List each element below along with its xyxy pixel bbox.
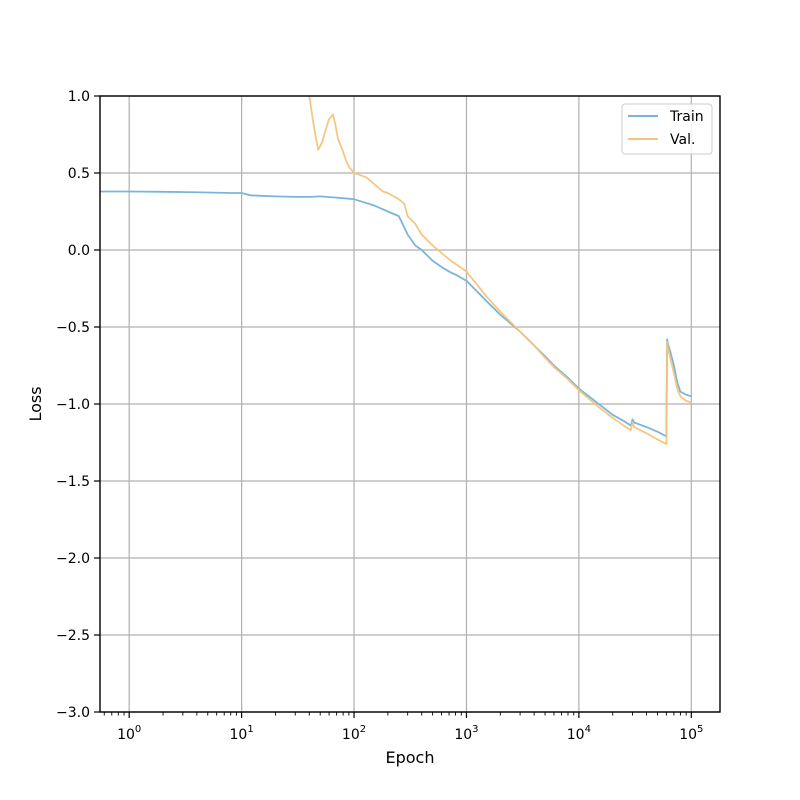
y-tick-label: −3.0	[56, 705, 90, 721]
y-tick-label: −2.0	[56, 551, 90, 567]
x-tick-label: 101	[230, 724, 254, 743]
legend: Train Val.	[621, 103, 713, 155]
ticks: 100 101 102 103 104 105 1.0 0.5 0.0 −0.5 −1.0 −1.5 −…	[56, 89, 703, 743]
y-tick-label: −0.5	[56, 320, 90, 336]
y-axis-title: Loss	[26, 386, 45, 421]
y-tick-label: −1.0	[56, 397, 90, 413]
x-tick-label: 103	[454, 724, 478, 743]
y-tick-label: 0.5	[68, 166, 90, 182]
legend-train-label: Train	[669, 109, 704, 125]
grid	[100, 95, 720, 713]
x-tick-label: 105	[679, 724, 703, 743]
series-layer	[100, 96, 692, 445]
y-tick-label: 0.0	[68, 243, 90, 259]
x-tick-label: 102	[342, 724, 366, 743]
x-tick-label: 104	[567, 724, 591, 743]
val-loss-line	[308, 96, 692, 445]
y-tick-label: −2.5	[56, 628, 90, 644]
train-loss-line	[100, 190, 692, 438]
x-tick-label: 100	[117, 724, 141, 743]
x-axis-title: Epoch	[386, 748, 435, 767]
legend-val-label: Val.	[670, 132, 695, 148]
y-tick-label: −1.5	[56, 474, 90, 490]
y-tick-label: 1.0	[68, 89, 90, 105]
